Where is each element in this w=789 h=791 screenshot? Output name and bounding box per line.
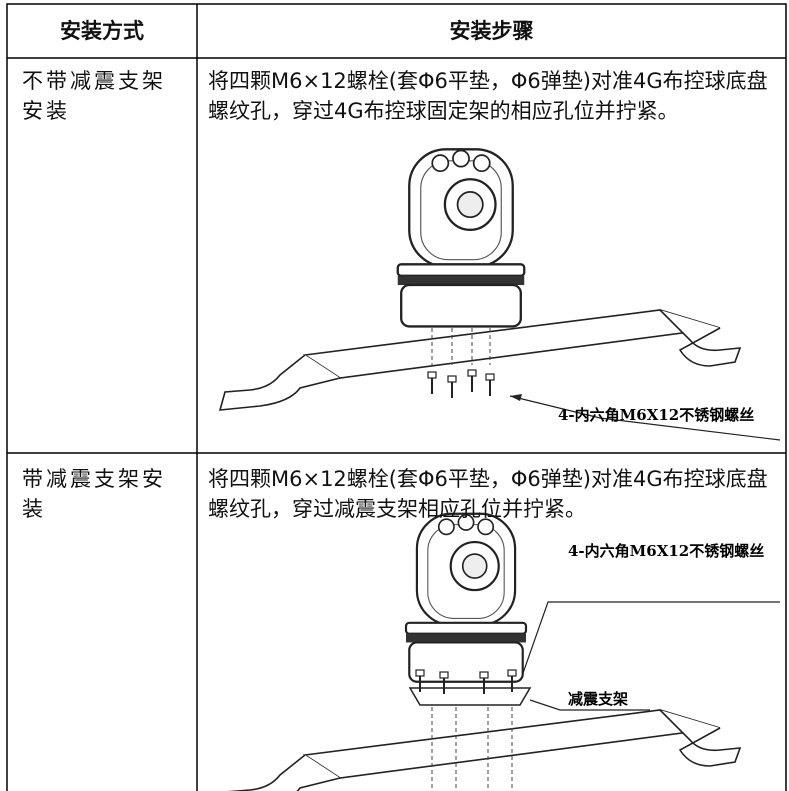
callout: 4-内六角M6X12不锈钢螺丝 <box>558 406 754 424</box>
callout: 4-内六角M6X12不锈钢螺丝 <box>568 542 764 560</box>
method-cell: 不带减震支架安装 <box>22 69 166 123</box>
callout: 减震支架 <box>568 690 628 708</box>
step-cell: 将四颗M6×12螺栓(套Φ6平垫，Φ6弹垫)对准4G布控球底盘螺纹孔，穿过4G布… <box>208 69 768 123</box>
header-cell: 安装步骤 <box>449 19 534 43</box>
header-cell: 安装方式 <box>60 19 144 43</box>
method-cell: 带减震支架安装 <box>22 467 166 521</box>
step-cell: 将四颗M6×12螺栓(套Φ6平垫，Φ6弹垫)对准4G布控球底盘螺纹孔，穿过减震支… <box>208 467 768 521</box>
